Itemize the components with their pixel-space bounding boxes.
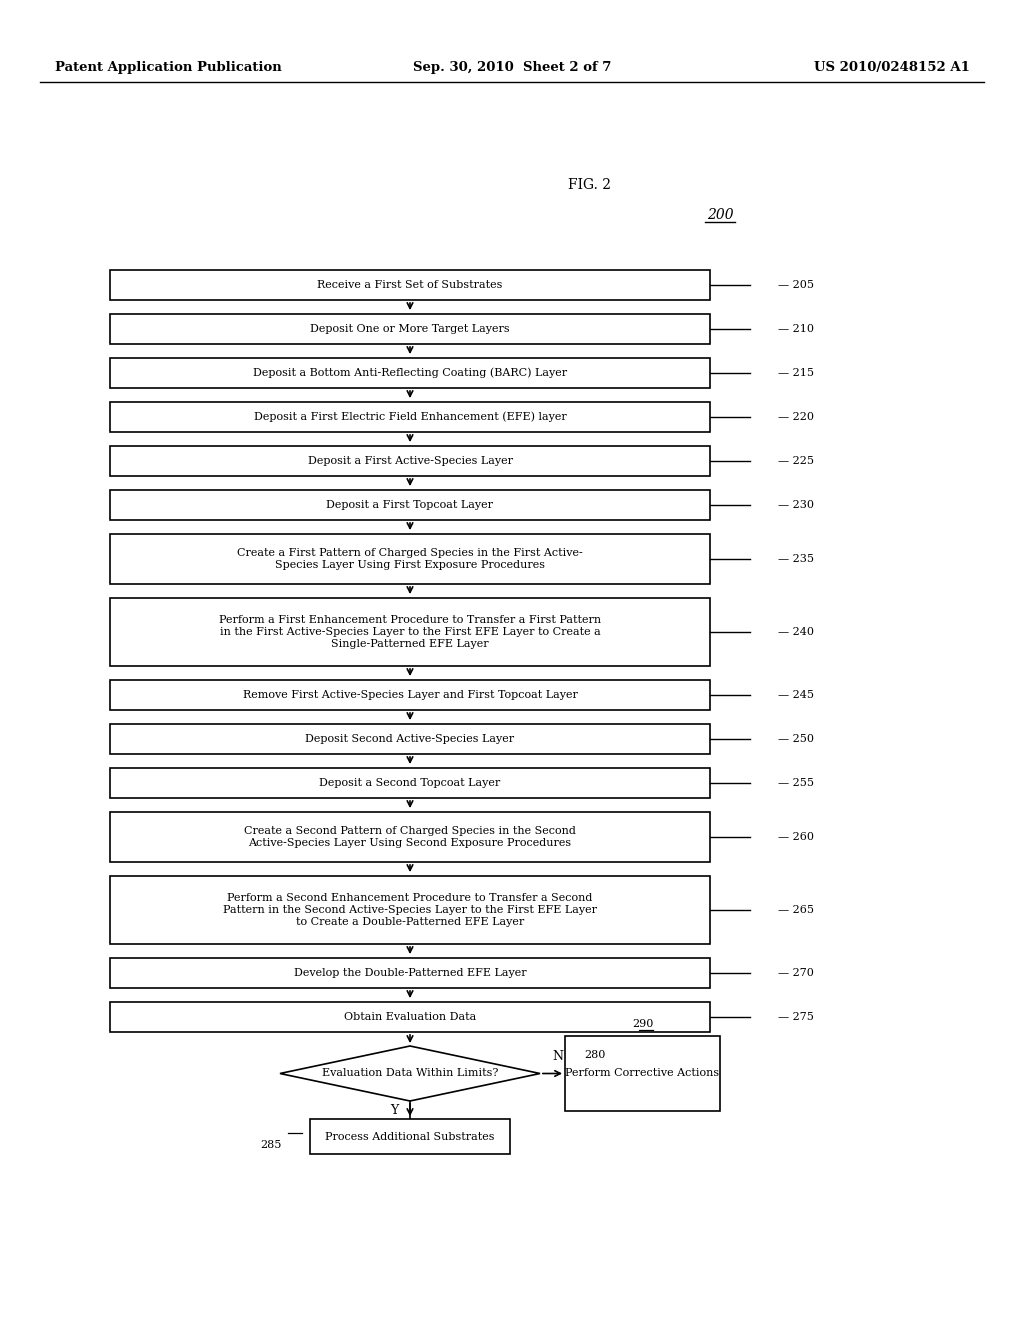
- Text: Sep. 30, 2010  Sheet 2 of 7: Sep. 30, 2010 Sheet 2 of 7: [413, 62, 611, 74]
- Bar: [110, 446, 710, 477]
- Bar: [110, 876, 710, 944]
- Text: — 230: — 230: [778, 500, 814, 510]
- Text: Deposit One or More Target Layers: Deposit One or More Target Layers: [310, 323, 510, 334]
- Text: 285: 285: [261, 1139, 282, 1150]
- Text: Perform a First Enhancement Procedure to Transfer a First Pattern
in the First A: Perform a First Enhancement Procedure to…: [219, 615, 601, 648]
- Bar: [110, 403, 710, 432]
- Text: — 265: — 265: [778, 906, 814, 915]
- Bar: [565, 1036, 720, 1111]
- Text: Evaluation Data Within Limits?: Evaluation Data Within Limits?: [322, 1068, 499, 1078]
- Bar: [110, 314, 710, 345]
- Bar: [110, 812, 710, 862]
- Bar: [110, 958, 710, 987]
- Text: Remove First Active-Species Layer and First Topcoat Layer: Remove First Active-Species Layer and Fi…: [243, 690, 578, 700]
- Text: 200: 200: [707, 209, 733, 222]
- Bar: [110, 768, 710, 799]
- Text: Deposit a First Active-Species Layer: Deposit a First Active-Species Layer: [307, 455, 512, 466]
- Text: — 240: — 240: [778, 627, 814, 638]
- Bar: [110, 535, 710, 583]
- Text: Deposit Second Active-Species Layer: Deposit Second Active-Species Layer: [305, 734, 515, 744]
- Bar: [110, 271, 710, 300]
- Text: Perform Corrective Actions: Perform Corrective Actions: [565, 1068, 720, 1078]
- Bar: [110, 1002, 710, 1032]
- Text: — 215: — 215: [778, 368, 814, 378]
- Text: US 2010/0248152 A1: US 2010/0248152 A1: [814, 62, 970, 74]
- Text: — 250: — 250: [778, 734, 814, 744]
- Text: Patent Application Publication: Patent Application Publication: [55, 62, 282, 74]
- Text: — 255: — 255: [778, 777, 814, 788]
- Text: 280: 280: [585, 1051, 605, 1060]
- Text: Perform a Second Enhancement Procedure to Transfer a Second
Pattern in the Secon: Perform a Second Enhancement Procedure t…: [223, 894, 597, 927]
- Text: — 210: — 210: [778, 323, 814, 334]
- Text: Deposit a First Electric Field Enhancement (EFE) layer: Deposit a First Electric Field Enhanceme…: [254, 412, 566, 422]
- Bar: [110, 490, 710, 520]
- Text: — 270: — 270: [778, 968, 814, 978]
- Text: — 235: — 235: [778, 554, 814, 564]
- Bar: [110, 680, 710, 710]
- Polygon shape: [280, 1045, 540, 1101]
- Text: Deposit a Bottom Anti-Reflecting Coating (BARC) Layer: Deposit a Bottom Anti-Reflecting Coating…: [253, 368, 567, 379]
- Text: Develop the Double-Patterned EFE Layer: Develop the Double-Patterned EFE Layer: [294, 968, 526, 978]
- Text: — 275: — 275: [778, 1012, 814, 1022]
- Bar: [110, 358, 710, 388]
- Text: Deposit a First Topcoat Layer: Deposit a First Topcoat Layer: [327, 500, 494, 510]
- Text: 290: 290: [633, 1019, 654, 1030]
- Text: — 260: — 260: [778, 832, 814, 842]
- Text: — 205: — 205: [778, 280, 814, 290]
- Text: Deposit a Second Topcoat Layer: Deposit a Second Topcoat Layer: [319, 777, 501, 788]
- Text: Receive a First Set of Substrates: Receive a First Set of Substrates: [317, 280, 503, 290]
- Text: Process Additional Substrates: Process Additional Substrates: [326, 1131, 495, 1142]
- Bar: [110, 723, 710, 754]
- Text: N: N: [552, 1051, 563, 1064]
- Text: — 220: — 220: [778, 412, 814, 422]
- Bar: [310, 1119, 510, 1154]
- Text: Create a Second Pattern of Charged Species in the Second
Active-Species Layer Us: Create a Second Pattern of Charged Speci…: [244, 826, 575, 847]
- Text: Create a First Pattern of Charged Species in the First Active-
Species Layer Usi: Create a First Pattern of Charged Specie…: [238, 548, 583, 570]
- Text: Obtain Evaluation Data: Obtain Evaluation Data: [344, 1012, 476, 1022]
- Text: FIG. 2: FIG. 2: [568, 178, 611, 191]
- Bar: [110, 598, 710, 667]
- Text: Y: Y: [390, 1105, 398, 1118]
- Text: — 245: — 245: [778, 690, 814, 700]
- Text: — 225: — 225: [778, 455, 814, 466]
